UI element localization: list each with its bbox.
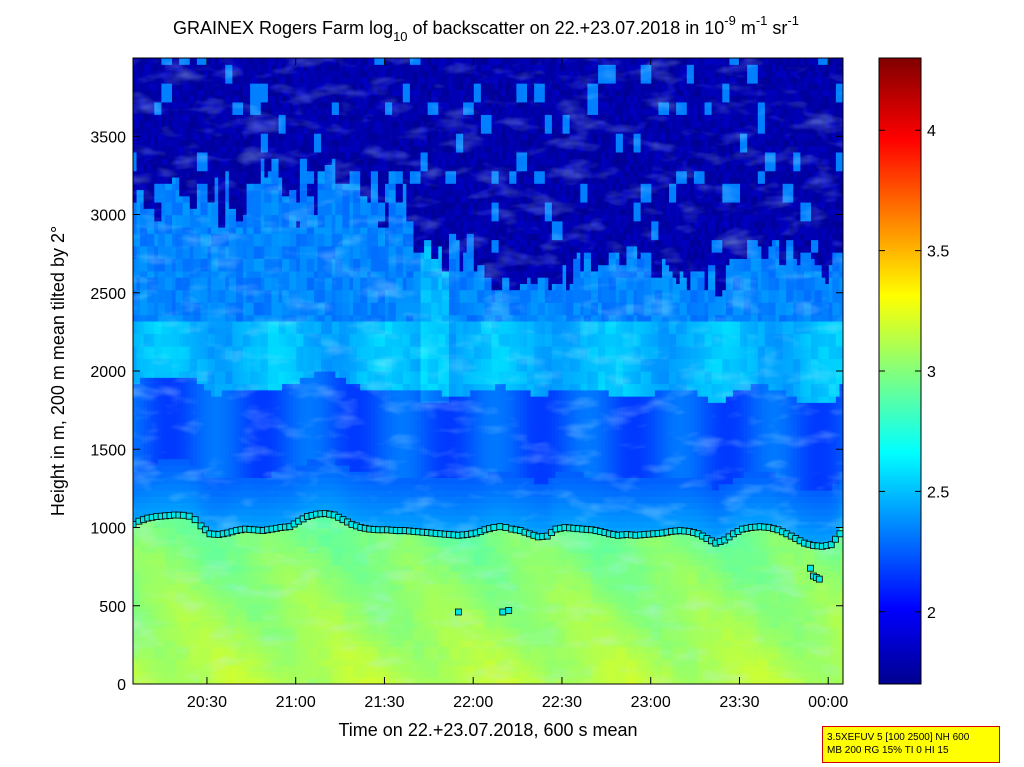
- chart-title: GRAINEX Rogers Farm log10 of backscatter…: [173, 13, 799, 44]
- plot-area: [133, 58, 843, 684]
